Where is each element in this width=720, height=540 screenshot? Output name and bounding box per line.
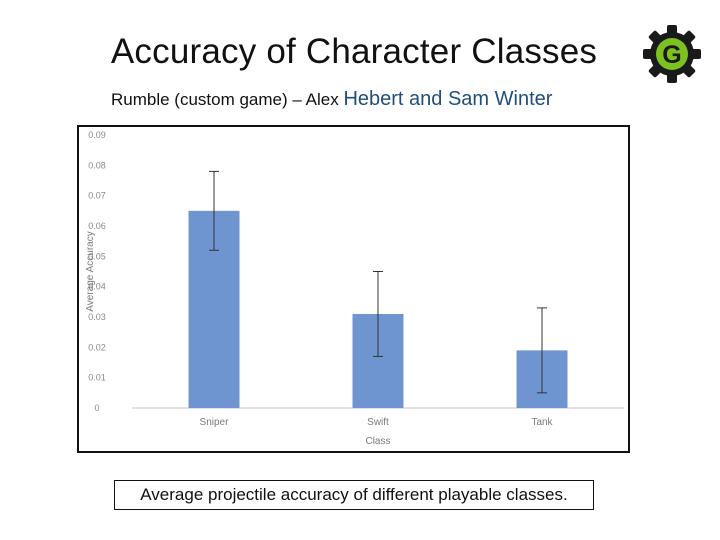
y-tick-label: 0.03 <box>88 312 106 322</box>
gear-g-logo-icon: G <box>643 25 701 83</box>
x-tick-label: Sniper <box>200 417 230 428</box>
figure-caption: Average projectile accuracy of different… <box>114 480 594 510</box>
logo-letter: G <box>662 41 681 69</box>
slide-subtitle: Rumble (custom game) – Alex Hebert and S… <box>111 88 552 111</box>
subtitle-game-author: Rumble (custom game) – Alex <box>111 90 339 109</box>
y-axis-label: Average Accuracy <box>85 231 96 311</box>
slide-title: Accuracy of Character Classes <box>110 32 598 71</box>
y-tick-label: 0.05 <box>88 251 106 261</box>
x-axis-label: Class <box>365 436 390 447</box>
error-bar-sniper <box>209 170 219 251</box>
chart-frame: 0 0.01 0.02 0.03 0.04 0.05 0.06 0.07 0.08 0.09 Sn… <box>77 125 630 453</box>
error-bar-swift <box>373 271 383 357</box>
y-tick-label: 0.01 <box>88 373 106 383</box>
y-tick-label: 0.02 <box>88 342 106 352</box>
logo-inner-disc <box>656 38 688 70</box>
x-tick-label: Swift <box>367 417 389 428</box>
y-tick-label: 0.04 <box>88 282 106 292</box>
x-tick-label: Tank <box>531 417 553 428</box>
error-bar-tank <box>537 307 547 394</box>
y-tick-label: 0.08 <box>88 160 106 170</box>
y-tick-label: 0.06 <box>88 221 106 231</box>
bar-chart: 0 0.01 0.02 0.03 0.04 0.05 0.06 0.07 0.08 0.09 Sn… <box>85 130 624 447</box>
error-bars <box>209 170 547 394</box>
y-tick-label: 0.07 <box>88 191 106 201</box>
subtitle-authors: Hebert and Sam Winter <box>343 88 553 110</box>
y-tick-label: 0 <box>94 403 99 413</box>
bars <box>188 210 568 408</box>
y-axis-ticks: 0 0.01 0.02 0.03 0.04 0.05 0.06 0.07 0.08 0.09 <box>88 130 106 413</box>
x-axis-ticks: Sniper Swift Tank <box>200 417 554 428</box>
y-tick-label: 0.09 <box>88 130 106 140</box>
